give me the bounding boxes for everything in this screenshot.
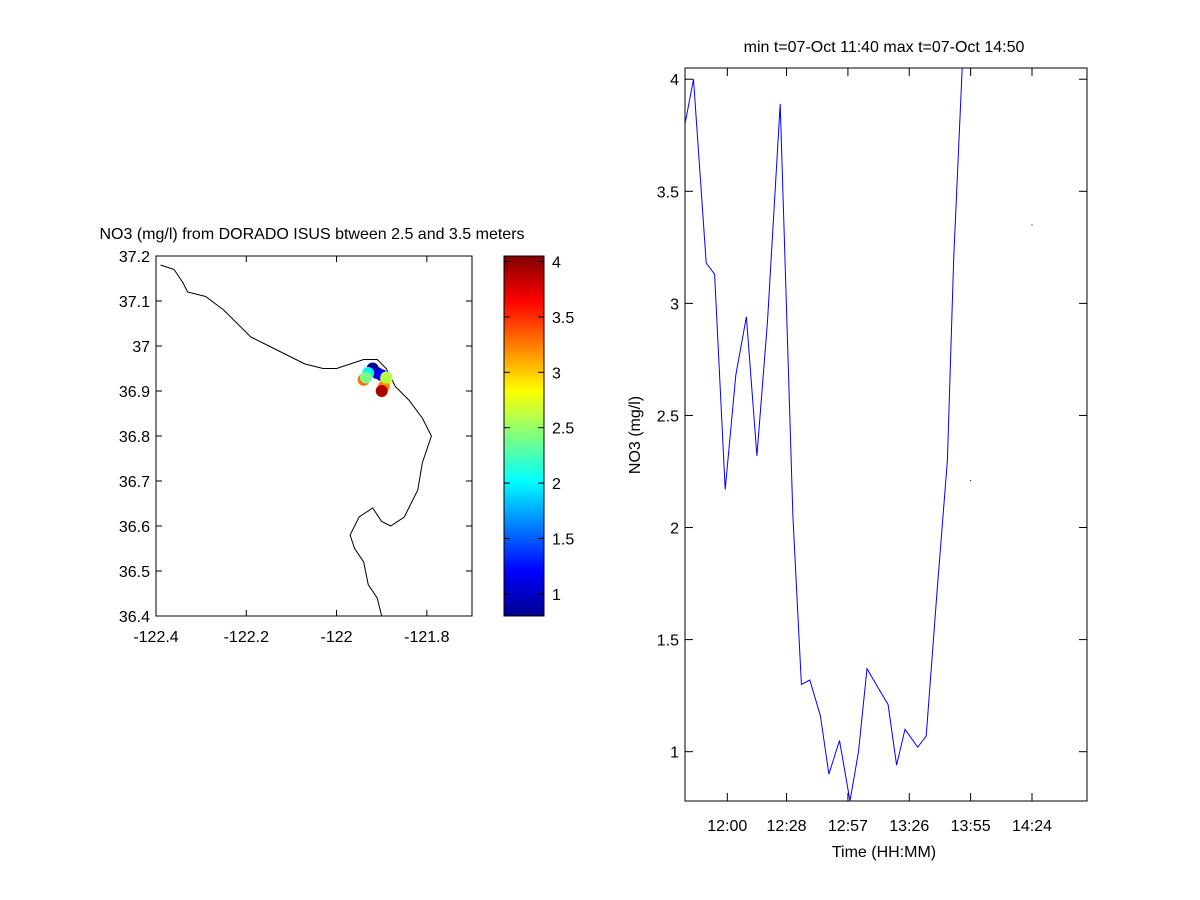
map-y-tick-label: 37.1 [119,294,150,311]
map-y-tick-label: 36.6 [119,519,150,536]
colorbar: 1 1.5 2 2.5 3 3.5 4 [503,255,574,617]
map-data-point [380,371,393,384]
stray-point [970,479,972,481]
map-title: NO3 (mg/l) from DORADO ISUS btween 2.5 a… [99,226,524,243]
colorbar-ticks: 1 1.5 2 2.5 3 3.5 4 [504,255,574,604]
colorbar-tick-label: 2 [552,476,561,493]
stray-point [1031,224,1033,226]
map-x-tick-label: -122.4 [133,629,178,646]
line-y-tick-label: 4 [670,72,679,89]
no3-series-line [685,68,963,801]
line-y-tick-label: 3 [670,296,679,313]
map-data-point [375,385,388,397]
map-panel: NO3 (mg/l) from DORADO ISUS btween 2.5 a… [99,226,524,646]
line-y-axis-label: NO3 (mg/l) [627,396,644,474]
map-y-tick-label: 37.2 [119,249,150,266]
map-x-ticks: -122.4 -122.2 -122 -121.8 [133,256,450,646]
line-x-tick-label: 13:26 [889,818,929,835]
colorbar-tick-label: 3 [552,365,561,382]
line-panel: min t=07-Oct 11:40 max t=07-Oct 14:50 12… [627,39,1088,861]
line-x-axis-label: Time (HH:MM) [832,844,936,861]
line-x-tick-label: 12:57 [828,818,868,835]
stray-points [970,224,1033,481]
map-x-tick-label: -122.2 [224,629,269,646]
line-axes-frame [684,67,1088,802]
line-x-tick-label: 12:00 [707,818,747,835]
map-y-tick-label: 36.4 [119,609,150,626]
map-y-tick-label: 36.9 [119,384,150,401]
colorbar-tick-label: 2.5 [552,421,574,438]
line-y-tick-label: 1.5 [657,633,679,650]
map-axes-frame [155,255,473,617]
line-x-ticks: 12:00 12:28 12:57 13:26 13:55 14:24 [707,68,1052,835]
map-points [357,362,393,397]
line-y-ticks: 1 1.5 2 2.5 3 3.5 4 [657,72,1087,762]
map-y-tick-label: 37 [132,339,150,356]
line-title: min t=07-Oct 11:40 max t=07-Oct 14:50 [744,39,1025,56]
colorbar-tick-label: 1 [552,587,561,604]
map-x-tick-label: -122 [321,629,353,646]
colorbar-tick-label: 4 [552,255,561,272]
line-y-tick-label: 1 [670,745,679,762]
map-data-point [359,371,372,384]
colorbar-tick-label: 1.5 [552,531,574,548]
line-x-tick-label: 12:28 [767,818,807,835]
line-y-tick-label: 2 [670,521,679,538]
map-x-tick-label: -121.8 [404,629,449,646]
map-y-ticks: 36.4 36.5 36.6 36.7 36.8 36.9 37 37.1 37.2 [119,249,472,626]
colorbar-tick-label: 3.5 [552,310,574,327]
colorbar-gradient [503,255,545,617]
line-y-tick-label: 3.5 [657,184,679,201]
map-y-tick-label: 36.8 [119,429,150,446]
coastline [160,264,432,616]
line-x-tick-label: 14:24 [1012,818,1052,835]
line-x-tick-label: 13:55 [951,818,991,835]
line-y-tick-label: 2.5 [657,408,679,425]
map-y-tick-label: 36.5 [119,564,150,581]
map-y-tick-label: 36.7 [119,474,150,491]
